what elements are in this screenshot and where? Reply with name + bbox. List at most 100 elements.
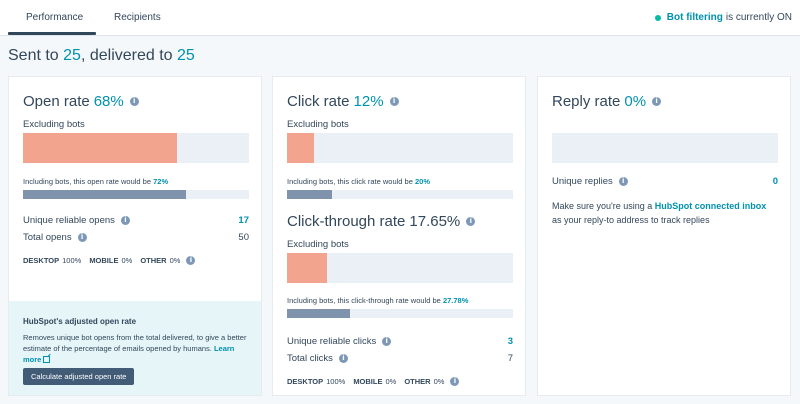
connected-inbox-link[interactable]: HubSpot connected inbox [654, 201, 767, 211]
device-desktop-pct: 100% [326, 377, 346, 386]
tab-performance[interactable]: Performance [26, 12, 84, 23]
bot-filtering-link[interactable]: Bot filtering [666, 12, 723, 23]
info-icon[interactable]: i [382, 337, 392, 346]
sent-count: 25 [63, 47, 81, 64]
device-mobile-label: MOBILE [353, 377, 383, 386]
open-device-breakdown: DESKTOP 100% MOBILE 0% OTHER 0% i [23, 256, 196, 265]
unique-replies-row: Unique replies i 0 [552, 176, 778, 187]
unique-opens-label: Unique reliable opens [23, 215, 115, 226]
bot-filter-text: is currently ON [725, 12, 792, 23]
info-icon[interactable]: i [129, 97, 139, 106]
click-including-bots-bar [287, 190, 513, 199]
device-other-pct: 0% [433, 377, 445, 386]
open-rate-card: Open rate 68% i Excluding bots Including… [8, 76, 262, 396]
click-excluding-bots-label: Excluding bots [287, 119, 349, 130]
ctr-including-bots-bar [287, 309, 513, 318]
total-clicks-value: 7 [507, 353, 513, 364]
learn-more-label: Learn more [23, 344, 235, 364]
open-note-text: Including bots, this open rate would be [23, 177, 152, 186]
ctr-label: Click-through rate [287, 213, 406, 230]
external-link-icon [43, 356, 51, 363]
open-excluding-bots-label: Excluding bots [23, 119, 85, 130]
info-icon[interactable]: i [77, 233, 87, 242]
click-note-value: 20% [415, 177, 431, 186]
device-mobile-pct: 0% [121, 256, 133, 265]
delivered-count: 25 [177, 47, 195, 64]
open-rate-title: Open rate 68% i [23, 93, 139, 110]
tab-recipients[interactable]: Recipients [114, 12, 161, 23]
total-opens-value: 50 [238, 232, 249, 243]
ctr-excluding-bots-label: Excluding bots [287, 239, 349, 250]
status-dot-icon [654, 14, 661, 21]
open-including-bots-bar [23, 190, 249, 199]
reply-rate-title: Reply rate 0% i [552, 93, 662, 110]
click-rate-card: Click rate 12% i Excluding bots Includin… [272, 76, 526, 396]
active-tab-indicator [8, 32, 96, 35]
promo-body-text: Removes unique bot opens from the total … [23, 333, 247, 353]
total-opens-row: Total opens i 50 [23, 232, 249, 243]
sent-delivered-headline: Sent to 25, delivered to 25 [8, 47, 195, 65]
open-rate-bar-fill [23, 133, 177, 163]
ctr-bar-fill [287, 253, 327, 283]
open-rate-bar [23, 133, 249, 163]
open-including-bots-note: Including bots, this open rate would be … [23, 177, 168, 186]
click-rate-label: Click rate [287, 93, 350, 110]
ctr-including-bar-fill [287, 309, 350, 318]
device-desktop-label: DESKTOP [23, 256, 60, 265]
info-icon[interactable]: i [186, 256, 196, 265]
ctr-including-bots-note: Including bots, this click-through rate … [287, 296, 468, 305]
unique-opens-row: Unique reliable opens i 17 [23, 215, 249, 226]
info-icon[interactable]: i [389, 97, 399, 106]
calculate-adjusted-open-rate-button[interactable]: Calculate adjusted open rate [23, 368, 135, 385]
info-icon[interactable]: i [450, 377, 460, 386]
reply-rate-label: Reply rate [552, 93, 621, 110]
click-rate-bar [287, 133, 513, 163]
device-mobile-label: MOBILE [89, 256, 119, 265]
click-device-breakdown: DESKTOP 100% MOBILE 0% OTHER 0% i [287, 377, 460, 386]
promo-title: HubSpot's adjusted open rate [23, 317, 137, 326]
click-note-text: Including bots, this click rate would be [287, 177, 413, 186]
reply-rate-bar [552, 133, 778, 163]
device-other-label: OTHER [404, 377, 431, 386]
adjusted-open-rate-promo: HubSpot's adjusted open rate Removes uni… [9, 301, 261, 395]
open-including-bar-fill [23, 190, 186, 199]
reply-hint-suffix: as your reply-to address to track replie… [552, 215, 710, 225]
reply-tracking-hint: Make sure you're using a HubSpot connect… [552, 199, 778, 227]
device-mobile-pct: 0% [385, 377, 397, 386]
info-icon[interactable]: i [338, 354, 348, 363]
sent-prefix: Sent to [8, 47, 64, 64]
ctr-bar [287, 253, 513, 283]
tab-bar: Performance Recipients Bot filtering is … [0, 0, 800, 36]
reply-rate-card: Reply rate 0% i Unique replies i 0 Make s… [537, 76, 791, 396]
total-opens-label: Total opens [23, 232, 72, 243]
unique-clicks-label: Unique reliable clicks [287, 336, 377, 347]
reply-rate-value: 0% [624, 93, 647, 110]
click-rate-bar-fill [287, 133, 315, 163]
total-clicks-row: Total clicks i 7 [287, 353, 513, 364]
ctr-value: 17.65% [409, 213, 461, 230]
unique-replies-value[interactable]: 0 [772, 176, 778, 187]
unique-replies-label: Unique replies [552, 176, 613, 187]
click-rate-value: 12% [353, 93, 384, 110]
info-icon[interactable]: i [652, 97, 662, 106]
click-including-bots-note: Including bots, this click rate would be… [287, 177, 430, 186]
unique-opens-value[interactable]: 17 [238, 215, 249, 226]
info-icon[interactable]: i [120, 216, 130, 225]
ctr-note-text: Including bots, this click-through rate … [287, 296, 441, 305]
total-clicks-label: Total clicks [287, 353, 333, 364]
bot-filter-status: Bot filtering is currently ON [654, 12, 792, 23]
unique-clicks-row: Unique reliable clicks i 3 [287, 336, 513, 347]
device-desktop-pct: 100% [62, 256, 82, 265]
delivered-prefix: , delivered to [80, 47, 178, 64]
open-rate-value: 68% [93, 93, 124, 110]
unique-clicks-value[interactable]: 3 [507, 336, 513, 347]
device-other-pct: 0% [169, 256, 181, 265]
info-icon[interactable]: i [618, 177, 628, 186]
ctr-title: Click-through rate 17.65% i [287, 213, 476, 230]
learn-more-link[interactable]: Learn more [23, 344, 234, 364]
info-icon[interactable]: i [466, 217, 476, 226]
promo-body: Removes unique bot opens from the total … [23, 332, 253, 365]
open-note-value: 72% [153, 177, 169, 186]
device-other-label: OTHER [140, 256, 167, 265]
device-desktop-label: DESKTOP [287, 377, 324, 386]
